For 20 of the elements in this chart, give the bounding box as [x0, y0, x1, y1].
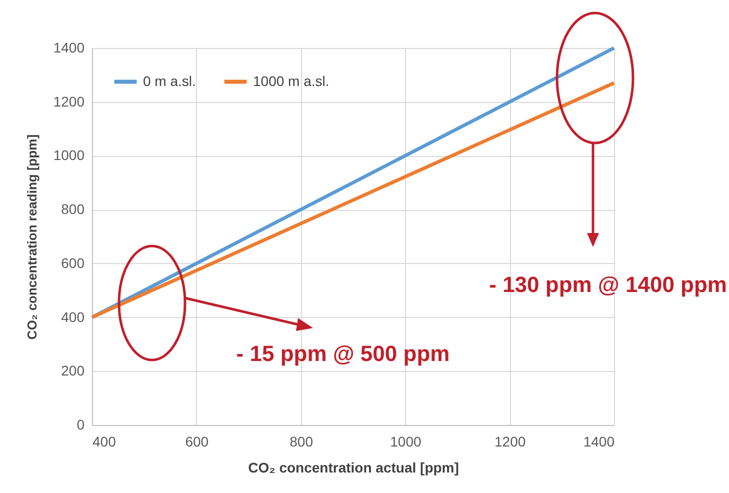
y-tick-label: 200: [61, 362, 85, 379]
annotation: - 130 ppm @ 1400 ppm: [489, 272, 727, 297]
x-tick-label: 1400: [583, 434, 615, 450]
y-axis-title: CO₂ concentration reading [ppm]: [24, 134, 40, 340]
x-tick-label: 400: [92, 434, 116, 450]
y-tick-label: 600: [61, 254, 85, 271]
y-tick-label: 1200: [53, 93, 85, 110]
legend-label: 0 m a.sl.: [143, 72, 196, 89]
x-tick-label: 600: [185, 434, 209, 450]
y-tick-label: 0: [76, 416, 85, 432]
annotation: - 15 ppm @ 500 ppm: [236, 341, 450, 366]
x-tick-label: 1200: [494, 434, 526, 450]
x-tick-label: 1000: [390, 434, 422, 450]
x-tick-label: 800: [290, 434, 314, 450]
y-tick-label: 1000: [53, 147, 85, 164]
y-tick-label: 1400: [53, 40, 85, 56]
y-tick-label: 800: [61, 201, 85, 218]
y-tick-label: 400: [61, 308, 85, 325]
legend-label: 1000 m a.sl.: [253, 72, 330, 89]
x-axis-title: CO₂ concentration actual [ppm]: [248, 460, 459, 476]
